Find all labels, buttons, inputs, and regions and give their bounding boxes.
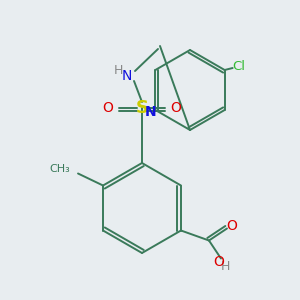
Text: N: N [145,105,156,119]
Text: Cl: Cl [232,61,245,74]
Text: H: H [220,260,230,273]
Text: O: O [226,218,237,233]
Text: N: N [122,69,132,83]
Text: O: O [103,101,113,115]
Text: S: S [136,99,148,117]
Text: O: O [214,256,224,269]
Text: H: H [113,64,123,77]
Text: CH₃: CH₃ [49,164,70,173]
Text: O: O [171,101,182,115]
